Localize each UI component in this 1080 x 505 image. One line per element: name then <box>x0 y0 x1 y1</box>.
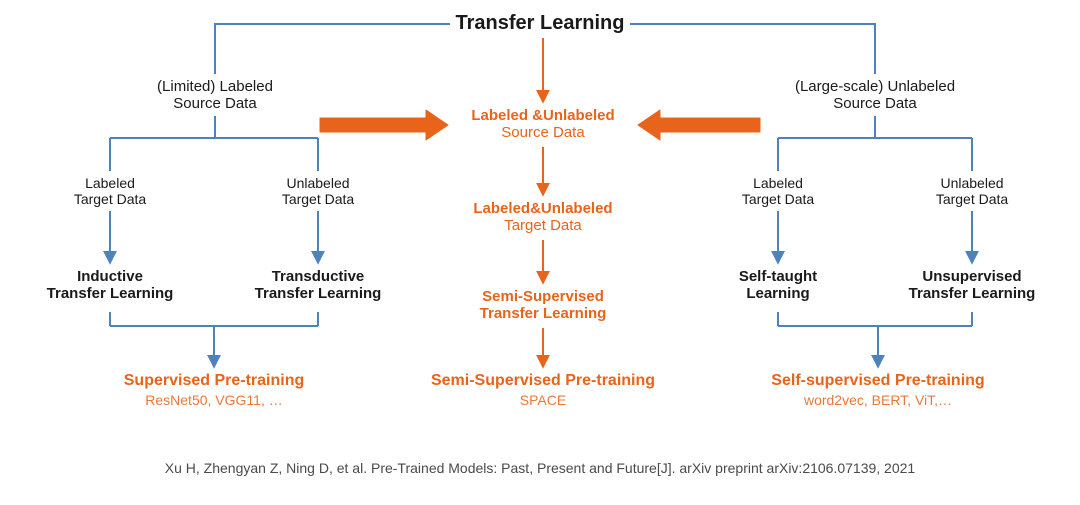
right-labeled-target: LabeledTarget Data <box>708 175 848 207</box>
supervised-pretraining: Supervised Pre-trainingResNet50, VGG11, … <box>89 372 339 408</box>
citation-text: Xu H, Zhengyan Z, Ning D, et al. Pre-Tra… <box>165 460 915 476</box>
self-supervised-pretraining: Self-supervised Pre-trainingword2vec, BE… <box>738 372 1018 408</box>
transductive: TransductiveTransfer Learning <box>223 268 413 303</box>
citation: Xu H, Zhengyan Z, Ning D, et al. Pre-Tra… <box>0 460 1080 476</box>
semi-supervised-pretraining: Semi-Supervised Pre-trainingSPACE <box>398 372 688 408</box>
left-source: (Limited) LabeledSource Data <box>115 78 315 113</box>
inductive: InductiveTransfer Learning <box>20 268 200 303</box>
right-unlabeled-target: UnlabeledTarget Data <box>902 175 1042 207</box>
left-unlabeled-target: UnlabeledTarget Data <box>248 175 388 207</box>
mid-target: Labeled&UnlabeledTarget Data <box>433 200 653 235</box>
left-labeled-target: LabeledTarget Data <box>40 175 180 207</box>
diagram-svg <box>0 0 1080 505</box>
self-taught: Self-taughtLearning <box>693 268 863 303</box>
semi-supervised-tl: Semi-SupervisedTransfer Learning <box>433 288 653 323</box>
title: Transfer Learning <box>440 12 640 35</box>
right-source: (Large-scale) UnlabeledSource Data <box>765 78 985 113</box>
unsupervised: UnsupervisedTransfer Learning <box>877 268 1067 303</box>
diagram-transfer-learning: { "title": "Transfer Learning", "citatio… <box>0 0 1080 505</box>
mid-source: Labeled &UnlabeledSource Data <box>433 107 653 142</box>
